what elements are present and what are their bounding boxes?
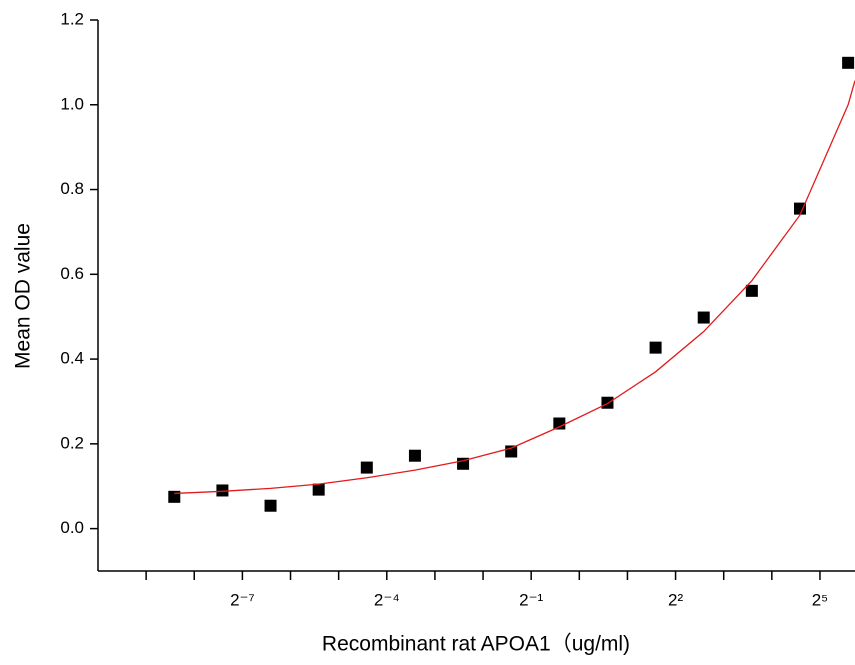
y-tick-label: 1.0: [60, 94, 84, 113]
x-tick-label: 2⁻¹: [519, 590, 543, 609]
data-point: [842, 56, 855, 69]
x-tick-label: 2²: [668, 590, 683, 609]
data-point: [505, 445, 518, 458]
x-axis-label: Recombinant rat APOA1（ug/ml): [322, 633, 630, 656]
y-tick-label: 0.8: [60, 179, 84, 198]
data-point: [793, 202, 806, 215]
y-axis-label: Mean OD value: [12, 223, 35, 369]
data-point: [649, 341, 662, 354]
data-point: [216, 484, 229, 497]
data-point: [408, 449, 421, 462]
data-point: [697, 311, 710, 324]
data-point: [553, 417, 566, 430]
data-point: [360, 461, 373, 474]
y-tick-label: 0.6: [60, 264, 84, 283]
y-tick-label: 0.2: [60, 433, 84, 452]
x-tick-label: 2⁻⁴: [374, 590, 400, 609]
x-tick-label: 2⁵: [812, 590, 829, 609]
data-point: [264, 499, 277, 512]
y-tick-label: 1.2: [60, 9, 84, 28]
data-point: [312, 483, 325, 496]
x-tick-label: 2⁻⁷: [230, 590, 255, 609]
y-tick-label: 0.4: [60, 349, 84, 368]
data-point: [601, 396, 614, 409]
fit-curve: [174, 80, 855, 495]
y-tick-label: 0.0: [60, 518, 84, 537]
data-point: [745, 284, 758, 297]
